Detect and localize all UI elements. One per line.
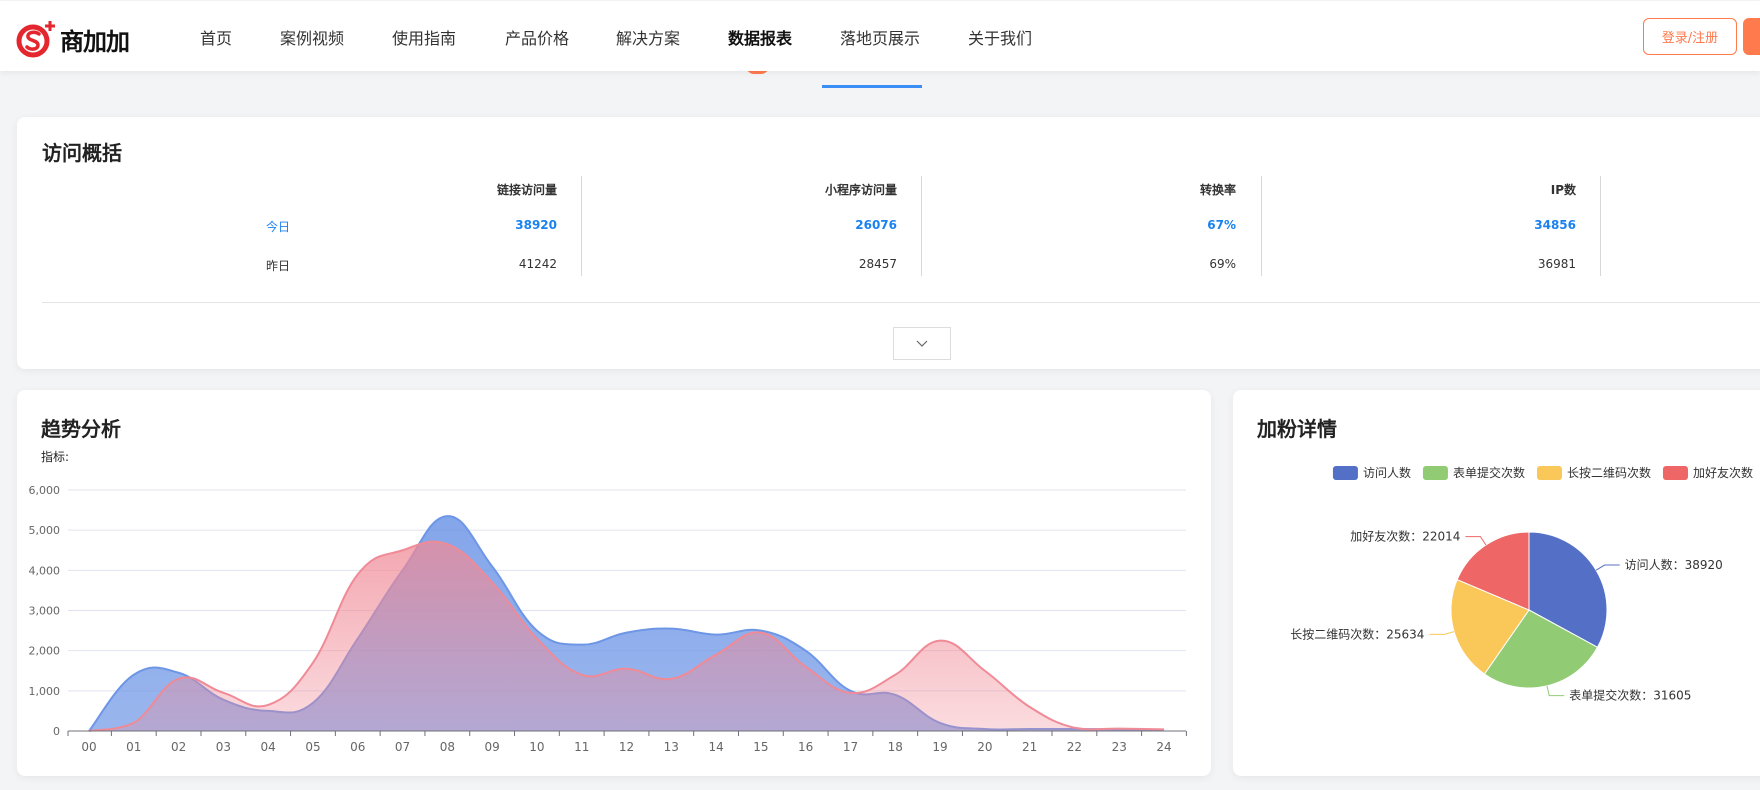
row-label-yesterday: 昨日 xyxy=(265,259,290,273)
slice-label: 加好友次数：22014 xyxy=(1350,529,1460,544)
x-tick-label: 17 xyxy=(843,740,858,754)
x-tick-label: 12 xyxy=(619,740,634,754)
x-tick-label: 14 xyxy=(708,740,723,754)
pie-slice xyxy=(1483,609,1599,689)
column-separator xyxy=(1600,176,1601,276)
nav-pricing[interactable]: 产品价格 xyxy=(505,29,570,48)
label-line xyxy=(1595,564,1620,571)
column-separator xyxy=(581,176,582,276)
legend-swatch xyxy=(1662,466,1688,480)
x-tick-label: 24 xyxy=(1156,740,1171,754)
x-tick-label: 03 xyxy=(216,740,231,754)
x-tick-label: 09 xyxy=(484,740,499,754)
cta-button[interactable] xyxy=(1743,18,1760,55)
yesterday-conversion-rate: 69% xyxy=(1209,257,1236,271)
row-label-today: 今日 xyxy=(265,220,290,234)
x-tick-label: 04 xyxy=(261,740,276,754)
pie-slice xyxy=(1450,578,1530,675)
legend-swatch xyxy=(1332,466,1358,480)
legend-label: 表单提交次数 xyxy=(1453,465,1525,480)
column-separator xyxy=(921,176,922,276)
sub-tab-active-underline xyxy=(822,85,922,88)
pie-slice xyxy=(1528,531,1608,648)
overview-divider xyxy=(42,302,1760,303)
x-tick-label: 02 xyxy=(171,740,186,754)
x-tick-label: 07 xyxy=(395,740,410,754)
yesterday-link-visits: 41242 xyxy=(518,257,557,271)
nav-case-videos[interactable]: 案例视频 xyxy=(280,29,345,48)
today-ip-count: 34856 xyxy=(1534,218,1576,232)
nav-about[interactable]: 关于我们 xyxy=(968,29,1033,48)
legend-swatch xyxy=(1422,466,1448,480)
col-conversion-rate: 转换率 xyxy=(1199,183,1236,197)
x-tick-label: 21 xyxy=(1022,740,1037,754)
x-tick-label: 06 xyxy=(350,740,365,754)
x-tick-label: 20 xyxy=(977,740,992,754)
logo-text: 商加加 xyxy=(60,27,130,56)
expand-button[interactable] xyxy=(893,327,951,360)
legend-label: 加好友次数 xyxy=(1693,465,1753,480)
top-header: 商加加 首页 案例视频 使用指南 产品价格 解决方案 数据报表 落地页展示 关于… xyxy=(0,1,1760,71)
legend-label: 访问人数 xyxy=(1363,465,1411,480)
nav-landing-pages[interactable]: 落地页展示 xyxy=(840,29,921,48)
slice-label: 访问人数：38920 xyxy=(1625,557,1723,572)
yesterday-miniprogram-visits: 28457 xyxy=(858,257,897,271)
overview-card xyxy=(17,117,1760,369)
column-separator xyxy=(1261,176,1262,276)
y-tick-label: 0 xyxy=(53,725,60,738)
overview-title: 访问概括 xyxy=(42,141,122,165)
x-tick-label: 08 xyxy=(440,740,455,754)
nav-solutions[interactable]: 解决方案 xyxy=(616,29,681,48)
login-register-button[interactable]: 登录/注册 xyxy=(1643,18,1737,55)
col-ip-count: IP数 xyxy=(1550,183,1576,197)
nav-data-reports[interactable]: 数据报表 xyxy=(728,29,793,48)
y-tick-label: 6,000 xyxy=(29,484,61,497)
pie-slice xyxy=(1456,531,1530,611)
today-link-visits: 38920 xyxy=(515,218,557,232)
x-tick-label: 23 xyxy=(1112,740,1127,754)
y-tick-label: 5,000 xyxy=(29,524,61,537)
x-tick-label: 15 xyxy=(753,740,768,754)
trend-title: 趋势分析 xyxy=(41,417,121,441)
yesterday-ip-count: 36981 xyxy=(1537,257,1576,271)
legend-swatch xyxy=(1536,466,1562,480)
x-tick-label: 11 xyxy=(574,740,589,754)
trend-chart: 0 1,000 2,000 3,000 4,000 5,000 6,000 00 01 02 03 0… xyxy=(29,484,1187,754)
x-tick-label: 19 xyxy=(932,740,947,754)
label-line xyxy=(1465,536,1487,546)
chevron-down-icon xyxy=(916,340,928,347)
logo-mark-icon xyxy=(16,21,55,58)
label-line xyxy=(1546,685,1565,697)
x-tick-label: 13 xyxy=(664,740,679,754)
y-tick-label: 3,000 xyxy=(29,605,61,618)
y-tick-label: 1,000 xyxy=(29,685,61,698)
x-tick-label: 10 xyxy=(529,740,544,754)
x-tick-label: 16 xyxy=(798,740,813,754)
nav-home[interactable]: 首页 xyxy=(200,29,233,48)
col-miniprogram-visits: 小程序访问量 xyxy=(824,183,897,197)
y-tick-label: 4,000 xyxy=(29,564,61,577)
x-tick-label: 00 xyxy=(81,740,96,754)
slice-label: 长按二维码次数：25634 xyxy=(1290,626,1424,641)
legend-label: 长按二维码次数 xyxy=(1567,465,1651,480)
today-conversion-rate: 67% xyxy=(1207,218,1236,232)
series-area xyxy=(89,541,1164,731)
x-tick-label: 05 xyxy=(305,740,320,754)
logo[interactable]: 商加加 xyxy=(16,19,130,59)
col-link-visits: 链接访问量 xyxy=(496,183,557,197)
nav-guide[interactable]: 使用指南 xyxy=(392,29,457,48)
x-tick-label: 01 xyxy=(126,740,141,754)
metric-label: 指标: xyxy=(41,450,70,464)
today-miniprogram-visits: 26076 xyxy=(855,218,897,232)
y-tick-label: 2,000 xyxy=(29,645,61,658)
x-tick-label: 18 xyxy=(888,740,903,754)
fans-title: 加粉详情 xyxy=(1257,417,1337,441)
x-tick-label: 22 xyxy=(1067,740,1082,754)
label-line xyxy=(1429,631,1455,635)
slice-label: 表单提交次数：31605 xyxy=(1569,688,1691,703)
